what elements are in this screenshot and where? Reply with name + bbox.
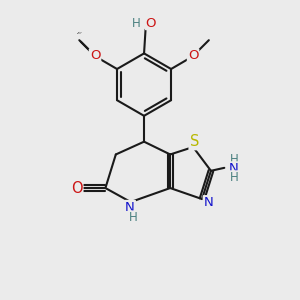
Text: O: O <box>90 50 100 62</box>
Text: N: N <box>229 162 239 175</box>
Text: O: O <box>146 16 156 30</box>
Text: O: O <box>71 181 82 196</box>
Text: methyl: methyl <box>77 33 82 34</box>
Text: O: O <box>188 50 198 62</box>
Text: N: N <box>125 201 135 214</box>
Text: S: S <box>190 134 199 149</box>
Text: methyl: methyl <box>78 32 83 33</box>
Text: H: H <box>129 211 138 224</box>
Text: H: H <box>132 16 140 30</box>
Text: H: H <box>230 171 239 184</box>
Text: H: H <box>230 153 239 166</box>
Text: N: N <box>204 196 213 209</box>
